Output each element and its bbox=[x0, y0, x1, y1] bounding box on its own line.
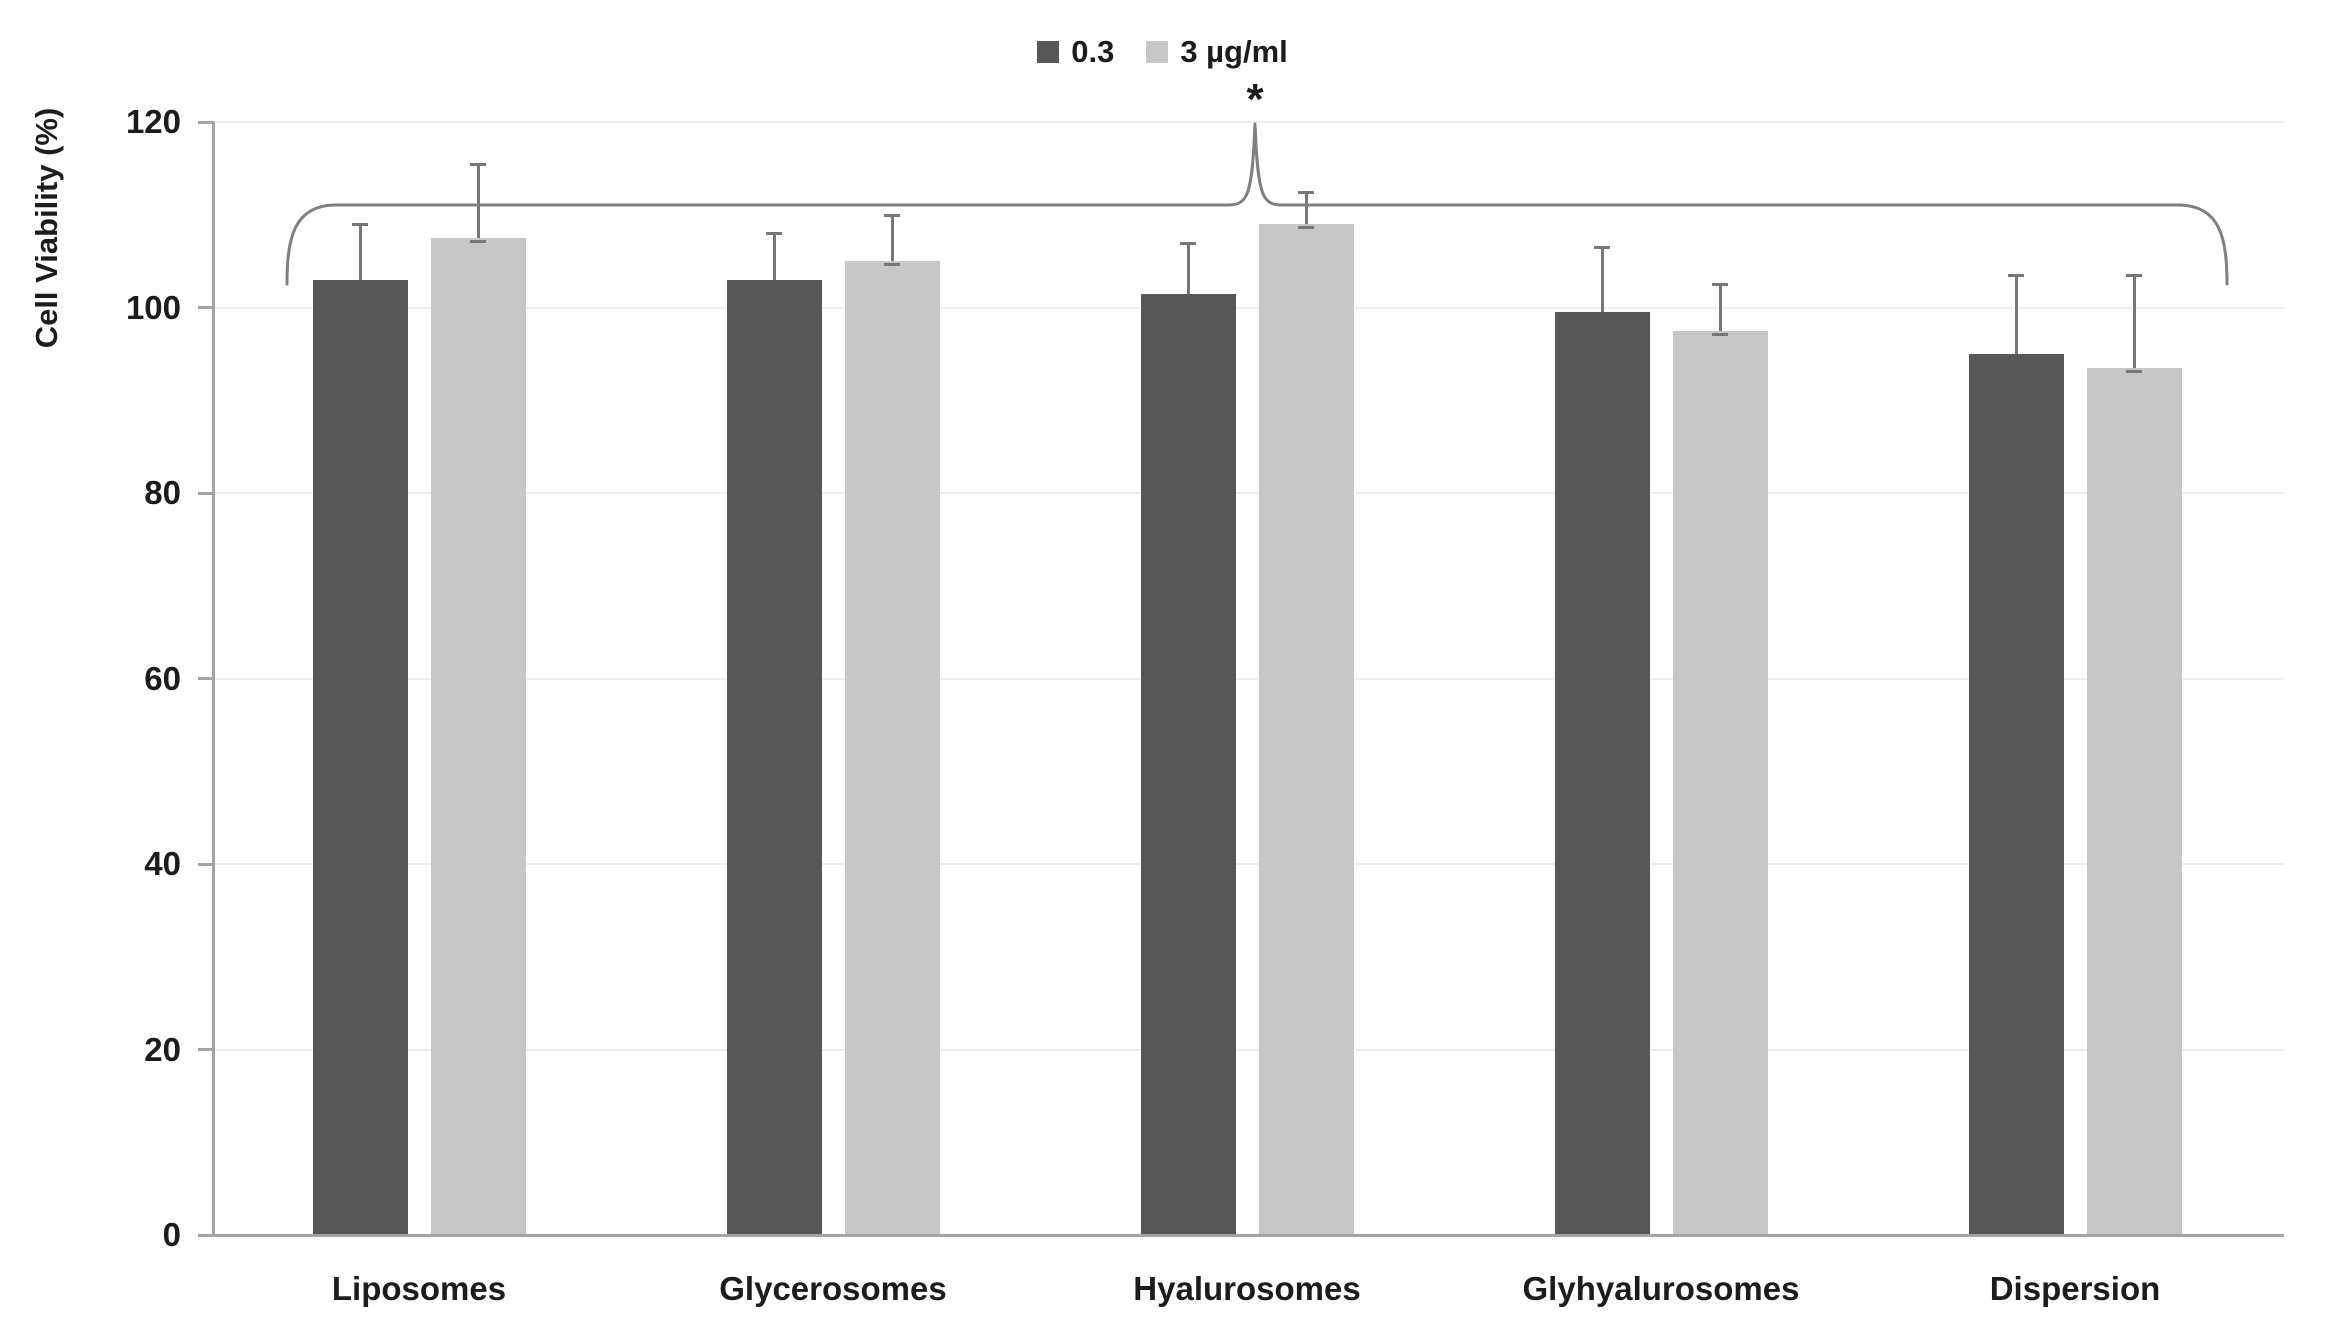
bar bbox=[312, 279, 408, 1235]
bar bbox=[1968, 353, 2064, 1235]
error-bar-cap-top bbox=[1594, 246, 1610, 250]
y-tick-mark bbox=[198, 491, 214, 495]
y-tick-label: 0 bbox=[162, 1216, 181, 1253]
y-tick-label: 40 bbox=[144, 845, 181, 882]
gridline bbox=[214, 677, 2284, 680]
error-bar-cap-top bbox=[352, 223, 368, 227]
legend-label-light: 3 µg/ml bbox=[1180, 34, 1288, 69]
chart-legend: 0.3 3 µg/ml bbox=[0, 34, 2325, 70]
error-bar-cap-bottom bbox=[470, 239, 486, 243]
error-bar bbox=[772, 233, 776, 280]
y-tick-label: 120 bbox=[125, 103, 181, 140]
y-tick-label: 60 bbox=[144, 659, 181, 697]
x-category-label: Hyalurosomes bbox=[1133, 1270, 1361, 1307]
gridline bbox=[214, 121, 2284, 123]
x-category-label: Glyhyalurosomes bbox=[1522, 1270, 1800, 1307]
error-bar bbox=[2014, 275, 2018, 354]
x-category-label: Glycerosomes bbox=[719, 1270, 947, 1307]
bar bbox=[2086, 367, 2182, 1235]
gridline bbox=[214, 1048, 2284, 1051]
y-axis-line bbox=[212, 122, 215, 1237]
y-tick-label: 20 bbox=[144, 1030, 181, 1068]
error-bar bbox=[1718, 284, 1722, 331]
error-bar-cap-top bbox=[2126, 274, 2142, 278]
y-tick-mark bbox=[198, 862, 214, 866]
error-bar-cap-bottom bbox=[2126, 369, 2142, 373]
error-bar-cap-top bbox=[470, 162, 486, 166]
error-bar bbox=[358, 224, 362, 280]
y-tick-label: 80 bbox=[144, 474, 181, 511]
gridline bbox=[214, 306, 2284, 309]
legend-item-light: 3 µg/ml bbox=[1146, 34, 1288, 70]
x-axis-line bbox=[212, 1233, 2284, 1237]
bar bbox=[430, 237, 526, 1235]
bar bbox=[844, 261, 940, 1235]
y-tick-mark bbox=[198, 677, 214, 680]
y-tick-mark bbox=[198, 120, 214, 124]
y-tick-mark bbox=[198, 1048, 214, 1051]
x-category-label: Dispersion bbox=[1989, 1270, 2161, 1307]
gridline bbox=[214, 492, 2284, 494]
error-bar-cap-top bbox=[766, 232, 782, 236]
bar bbox=[1672, 330, 1768, 1235]
error-bar bbox=[1186, 242, 1190, 294]
y-tick-mark bbox=[198, 1233, 214, 1237]
error-bar-cap-top bbox=[1712, 283, 1728, 287]
error-bar-cap-bottom bbox=[884, 263, 900, 267]
error-bar bbox=[1304, 191, 1308, 225]
x-category-label: Liposomes bbox=[331, 1270, 507, 1307]
error-bar bbox=[890, 214, 894, 262]
legend-item-dark: 0.3 bbox=[1037, 34, 1114, 70]
error-bar bbox=[2132, 275, 2136, 368]
error-bar-cap-top bbox=[1298, 190, 1314, 194]
error-bar bbox=[476, 163, 480, 238]
legend-swatch-light bbox=[1146, 41, 1169, 63]
bar bbox=[1140, 293, 1236, 1235]
error-bar-cap-top bbox=[1180, 241, 1196, 245]
bar bbox=[726, 279, 822, 1235]
error-bar-cap-bottom bbox=[1298, 226, 1314, 230]
error-bar-cap-top bbox=[884, 213, 900, 217]
y-tick-mark bbox=[198, 306, 214, 309]
y-tick-label: 100 bbox=[125, 288, 181, 326]
legend-label-dark: 0.3 bbox=[1071, 34, 1115, 69]
significance-asterisk: * bbox=[1246, 75, 1264, 124]
bar bbox=[1258, 224, 1354, 1235]
gridline bbox=[214, 863, 2284, 865]
error-bar bbox=[1600, 247, 1604, 313]
bar bbox=[1554, 312, 1650, 1235]
legend-swatch-dark bbox=[1037, 41, 1060, 63]
error-bar-cap-bottom bbox=[1712, 332, 1728, 336]
error-bar-cap-top bbox=[2008, 274, 2024, 278]
